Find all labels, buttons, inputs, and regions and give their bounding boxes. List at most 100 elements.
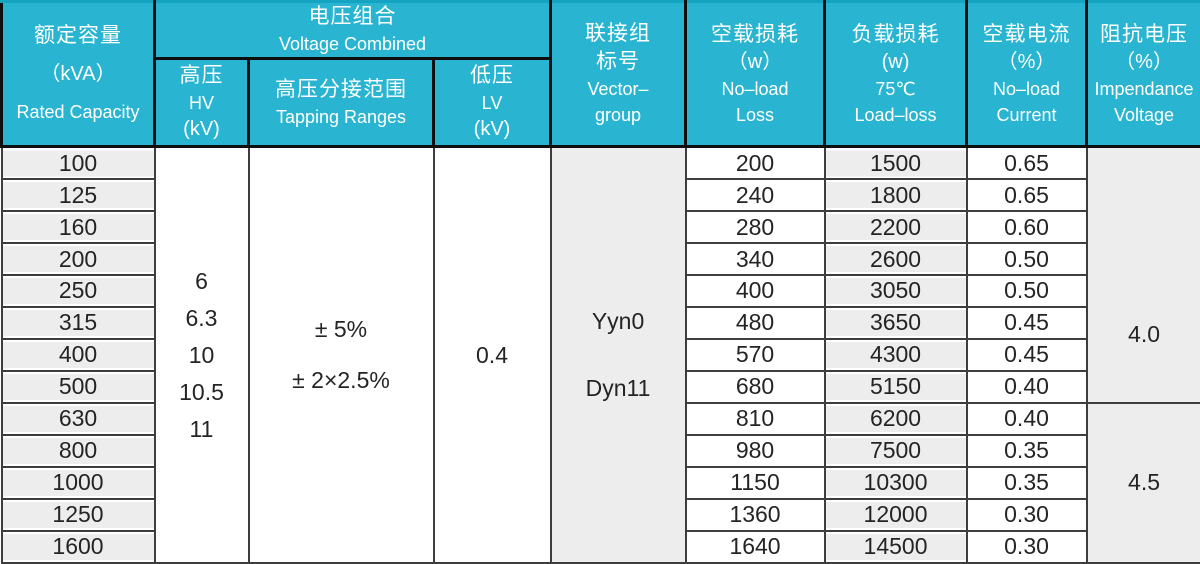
vector-group-merged-cell: Yyn0 Dyn11 — [549, 145, 687, 564]
header-load-loss-zh: 负载损耗 — [851, 22, 940, 46]
header-row-sub: 高压 HV (kV) 高压分接范围 Tapping Ranges 低压 LV (… — [2, 57, 1200, 148]
no-load-loss-cell: 980 — [684, 433, 826, 468]
load-loss-cell: 5150 — [823, 369, 968, 404]
hv-value: 6 — [195, 267, 208, 294]
hv-merged-cell: 6 6.3 10 10.5 11 — [153, 145, 250, 564]
table-row: 315 480 3650 0.45 — [0, 305, 1200, 340]
no-load-current-cell: 0.30 — [965, 529, 1088, 564]
no-load-current-cell: 0.50 — [965, 274, 1088, 308]
load-loss-cell: 6200 — [823, 401, 968, 436]
header-voltage-combined-zh: 电压组合 — [308, 5, 397, 28]
no-load-current-cell: 0.45 — [965, 305, 1088, 340]
header-voltage-combined: 电压组合 Voltage Combined — [152, 0, 553, 60]
no-load-current-cell: 0.40 — [965, 401, 1088, 436]
header-vector-group-en2: group — [595, 105, 642, 125]
header-no-load-current-en1: No–load — [993, 78, 1061, 99]
header-rated-capacity-en: Rated Capacity — [16, 102, 140, 122]
header-no-load-loss: 空载损耗 （w） No–load Loss — [684, 0, 827, 148]
no-load-current-cell: 0.45 — [965, 337, 1088, 372]
table-row: 800 980 7500 0.35 — [0, 433, 1200, 468]
tapping-value: ± 5% — [314, 316, 368, 342]
no-load-current-cell: 0.60 — [965, 210, 1088, 245]
capacity-cell: 200 — [0, 242, 156, 276]
capacity-cell: 1000 — [0, 465, 156, 500]
header-row-top: 额定容量 （kVA） Rated Capacity 电压组合 Voltage C… — [0, 0, 1200, 148]
header-no-load-loss-en1: No–load — [721, 78, 789, 99]
hv-value: 10.5 — [179, 378, 224, 405]
load-loss-cell: 10300 — [823, 465, 968, 500]
load-loss-cell: 12000 — [823, 497, 968, 532]
header-vector-group-zh2: 标号 — [596, 50, 641, 73]
table-row: 100 6 6.3 10 10.5 11 ± 5% ± 2×2.5% 0.4 Yyn0 Dyn11 2… — [0, 145, 1200, 564]
header-no-load-loss-zh: 空载损耗 — [711, 22, 800, 46]
header-lv-en: LV — [481, 93, 503, 113]
no-load-current-cell: 0.35 — [965, 433, 1088, 468]
no-load-current-cell: 0.35 — [965, 465, 1088, 500]
table-row: 1600 1640 14500 0.30 — [0, 529, 1200, 564]
header-vector-group-zh1: 联接组 — [585, 22, 652, 45]
load-loss-cell: 14500 — [823, 529, 968, 564]
no-load-loss-cell: 1640 — [684, 529, 826, 564]
no-load-loss-cell: 240 — [684, 178, 826, 213]
table-header: 额定容量 （kVA） Rated Capacity 电压组合 Voltage C… — [0, 0, 1200, 148]
table-row: 125 240 1800 0.65 — [0, 178, 1200, 213]
capacity-cell: 800 — [0, 433, 156, 468]
no-load-loss-cell: 680 — [684, 369, 826, 404]
header-voltage-combined-en: Voltage Combined — [278, 34, 427, 54]
no-load-current-cell: 0.65 — [965, 145, 1088, 181]
header-no-load-current: 空载电流 （%） No–load Current — [965, 0, 1089, 148]
table-row: 400 570 4300 0.45 — [0, 337, 1200, 372]
capacity-cell: 500 — [0, 369, 156, 404]
header-rated-capacity-zh: 额定容量 — [34, 24, 122, 47]
capacity-cell: 100 — [0, 145, 156, 181]
load-loss-cell: 2600 — [823, 242, 968, 276]
header-lv-zh: 低压 — [470, 64, 515, 87]
header-load-loss-temp: 75℃ — [875, 78, 916, 99]
table-row: 160 280 2200 0.60 — [0, 210, 1200, 245]
header-hv: 高压 HV (kV) — [153, 57, 250, 148]
capacity-cell: 250 — [0, 274, 156, 308]
tapping-value: ± 2×2.5% — [292, 367, 390, 393]
no-load-loss-cell: 200 — [684, 145, 826, 181]
header-impedance-voltage-zh: 阻抗电压 — [1100, 22, 1189, 46]
no-load-loss-cell: 340 — [684, 242, 826, 276]
spec-table-body: 100 6 6.3 10 10.5 11 ± 5% ± 2×2.5% 0.4 Yyn0 Dyn11 2… — [0, 145, 1200, 564]
hv-value: 6.3 — [185, 304, 218, 331]
header-lv: 低压 LV (kV) — [431, 57, 553, 148]
hv-value: 11 — [189, 415, 214, 442]
header-rated-capacity-unit: （kVA） — [40, 63, 116, 85]
no-load-current-cell: 0.40 — [965, 369, 1088, 404]
no-load-loss-cell: 1150 — [684, 465, 826, 500]
header-hv-unit: (kV) — [183, 118, 220, 140]
no-load-loss-cell: 280 — [684, 210, 826, 245]
capacity-cell: 1250 — [0, 497, 156, 532]
table-row: 500 680 5150 0.40 — [0, 369, 1200, 404]
header-tapping-zh: 高压分接范围 — [275, 77, 407, 101]
no-load-loss-cell: 810 — [684, 401, 826, 436]
header-lv-unit: (kV) — [473, 118, 511, 140]
impedance-cell: 4.5 — [1085, 401, 1200, 564]
table-row: 1000 1150 10300 0.35 — [0, 465, 1200, 500]
load-loss-cell: 2200 — [823, 210, 968, 245]
table-row: 200 340 2600 0.50 — [0, 242, 1200, 276]
table-row: 250 400 3050 0.50 — [0, 274, 1200, 308]
no-load-current-cell: 0.50 — [965, 242, 1088, 276]
capacity-cell: 630 — [0, 401, 156, 436]
no-load-loss-cell: 570 — [684, 337, 826, 372]
header-no-load-current-unit: （%） — [997, 50, 1056, 73]
capacity-cell: 160 — [0, 210, 156, 245]
header-impedance-voltage: 阻抗电压 （%） Impendance Voltage — [1085, 0, 1200, 148]
capacity-cell: 315 — [0, 305, 156, 340]
no-load-current-cell: 0.65 — [965, 178, 1088, 213]
capacity-cell: 1600 — [0, 529, 156, 564]
header-tapping-en: Tapping Ranges — [275, 106, 407, 127]
header-impedance-voltage-unit: （%） — [1115, 50, 1173, 73]
capacity-cell: 400 — [0, 337, 156, 372]
header-load-loss-unit: (w) — [881, 50, 910, 73]
header-no-load-loss-unit: （w） — [727, 50, 783, 73]
load-loss-cell: 4300 — [823, 337, 968, 372]
header-vector-group: 联接组 标号 Vector– group — [549, 0, 688, 148]
header-no-load-current-en2: Current — [996, 104, 1057, 125]
lv-merged-cell: 0.4 — [432, 145, 552, 564]
